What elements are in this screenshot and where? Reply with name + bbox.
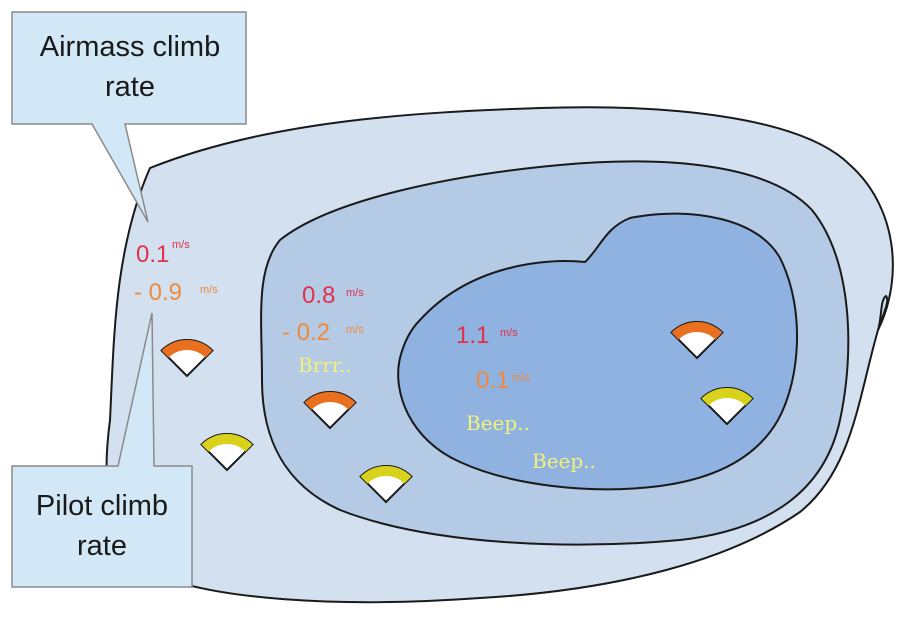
inner-airmass-unit: m/s xyxy=(500,327,518,339)
middle-airmass-unit: m/s xyxy=(346,287,364,299)
gauge-middle-yellow xyxy=(359,465,413,504)
airmass-callout-line2: rate xyxy=(105,71,155,103)
gauges xyxy=(160,321,754,504)
inner-sound-label-2: Beep.. xyxy=(532,449,596,473)
inner-pilot-value: 0.1 xyxy=(476,367,509,394)
gauge-outer-yellow xyxy=(200,433,254,472)
airmass-callout-line1: Airmass climb xyxy=(40,31,220,63)
gauge-middle-orange xyxy=(303,391,357,430)
middle-pilot-unit: m/s xyxy=(346,324,364,336)
inner-thermal-zone xyxy=(397,212,799,491)
airmass-callout-box xyxy=(11,11,247,223)
gauge-inner-yellow-arc xyxy=(701,388,753,406)
inner-sound-label-1: Beep.. xyxy=(466,411,530,435)
outer-airmass-value: 0.1 xyxy=(136,241,169,268)
pilot-callout-line1: Pilot climb xyxy=(36,490,168,522)
middle-airmass-value: 0.8 xyxy=(302,282,335,309)
pilot-callout-box xyxy=(11,312,193,588)
gauge-middle-yellow-arc xyxy=(360,466,412,484)
outer-pilot-unit: m/s xyxy=(200,284,218,296)
gauge-outer-orange xyxy=(160,339,214,378)
gauge-middle-orange-arc xyxy=(304,392,356,410)
middle-sound-label: Brrr.. xyxy=(298,353,352,377)
gauge-inner-yellow xyxy=(700,387,754,426)
middle-pilot-value: - 0.2 xyxy=(282,319,330,346)
gauge-outer-yellow-arc xyxy=(201,434,253,452)
outer-pilot-value: - 0.9 xyxy=(134,279,182,306)
inner-pilot-unit: m/s xyxy=(512,372,530,384)
gauge-inner-orange xyxy=(670,321,724,360)
outer-zone-edge-notch xyxy=(877,294,889,331)
inner-airmass-value: 1.1 xyxy=(456,322,489,349)
gauge-inner-orange-arc xyxy=(671,322,723,340)
gauge-outer-orange-arc xyxy=(161,340,213,358)
pilot-callout-line2: rate xyxy=(77,530,127,562)
outer-airmass-unit: m/s xyxy=(172,239,190,251)
